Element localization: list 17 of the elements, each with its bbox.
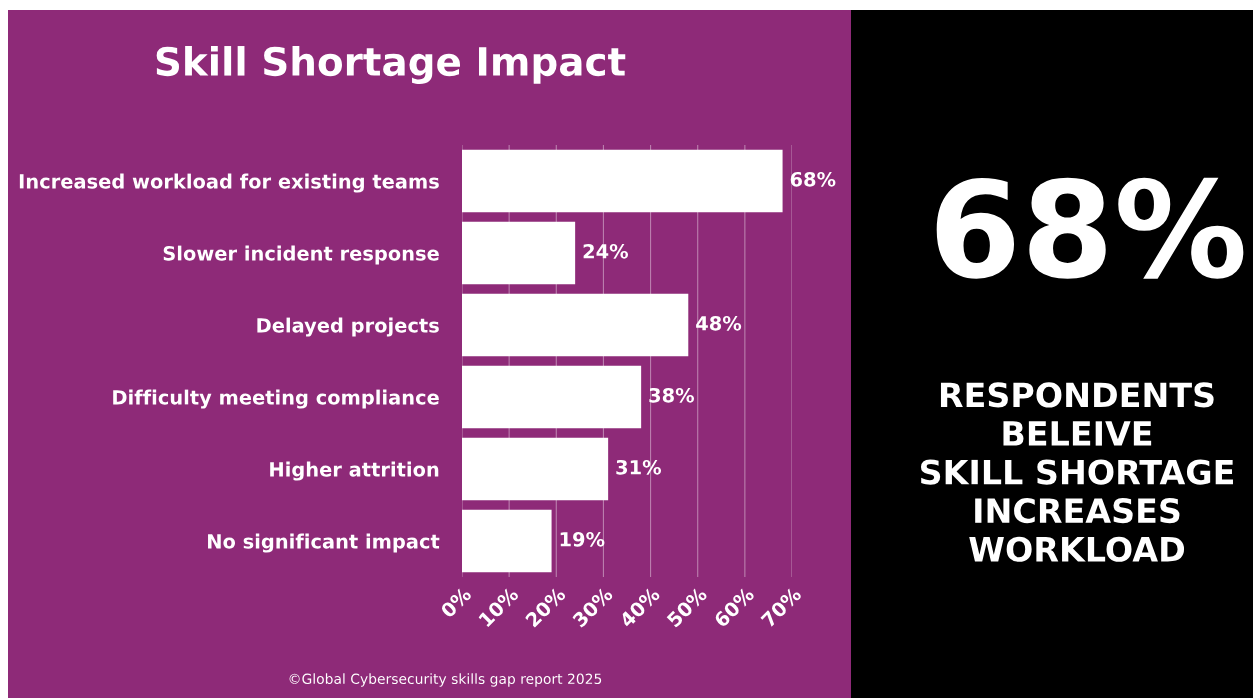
data-label: 38% (649, 387, 695, 403)
x-tick-label: 0% (439, 586, 473, 619)
data-label: 24% (583, 243, 629, 259)
y-tick-label: Delayed projects (257, 317, 439, 337)
data-label: 68% (790, 171, 836, 187)
data-label: 31% (616, 459, 662, 475)
y-tick-label: Slower incident response (163, 245, 439, 265)
y-tick-label: Difficulty meeting compliance (113, 389, 439, 409)
y-tick-label: Increased workload for existing teams (19, 173, 439, 193)
data-label: 19% (560, 531, 605, 547)
text: 68% (936, 177, 1244, 279)
text: ©Global Cybersecurity skills gap report 2025 (289, 673, 602, 687)
y-tick-label: No significant impact (208, 533, 440, 553)
y-tick-label: Higher attrition (270, 461, 439, 481)
data-label: 48% (696, 315, 742, 331)
text: RESPONDENTS BELEIVE SKILL SHORTAGE INCREASES WORKLOAD (920, 382, 1233, 562)
chart-title: Skill Shortage Impact (156, 46, 626, 84)
